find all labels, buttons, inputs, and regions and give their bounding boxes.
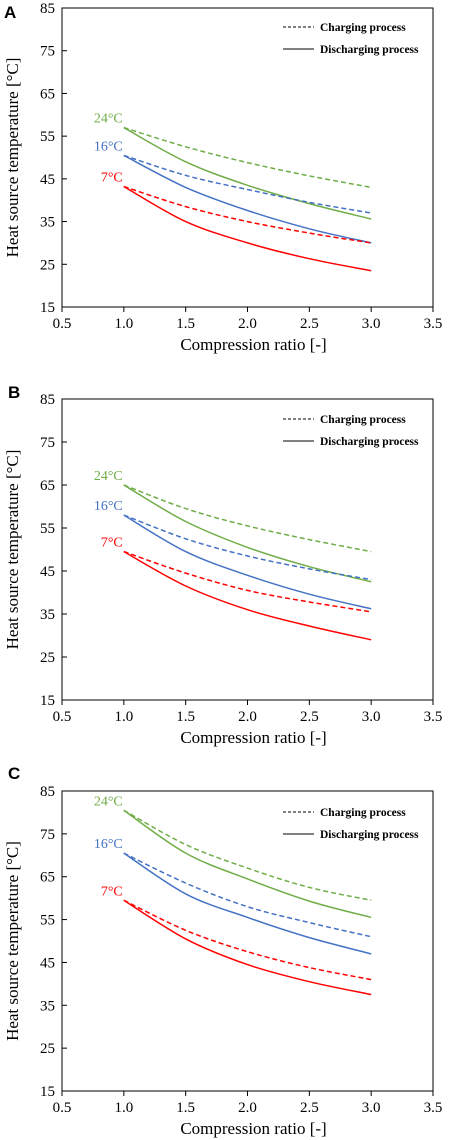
x-tick-label: 3.0 <box>362 1100 381 1116</box>
x-axis-title: Compression ratio [-] <box>180 335 326 354</box>
x-tick-label: 1.0 <box>114 316 133 332</box>
series-line-16c-discharging <box>123 852 372 955</box>
y-tick-label: 45 <box>40 564 55 580</box>
x-tick-label: 1.5 <box>176 709 195 725</box>
chart-panel-a: A 15 25 35 45 55 65 75 85 0.5 1.0 1.5 2.0 2.5 3.0 3.5 Co… <box>3 1 442 354</box>
y-tick-label: 35 <box>40 998 55 1014</box>
series-line-16c-discharging <box>123 514 372 610</box>
legend-label: Discharging process <box>320 44 419 56</box>
series-line-24c-discharging <box>123 484 372 583</box>
x-tick-label: 3.5 <box>424 316 443 332</box>
series-label: 16°C <box>94 837 123 852</box>
y-tick-label: 15 <box>40 693 55 709</box>
x-tick-label: 1.5 <box>176 316 195 332</box>
series-line-7c-discharging <box>123 185 372 272</box>
legend-label: Discharging process <box>320 829 419 841</box>
series-label: 7°C <box>101 884 123 899</box>
series-line-7c-charging <box>123 899 372 981</box>
x-tick-label: 2.5 <box>300 709 319 725</box>
y-tick-label: 85 <box>40 1 55 17</box>
legend: Charging process Discharging process <box>283 414 419 448</box>
series-line-7c-charging <box>123 550 372 613</box>
series-line-24c-discharging <box>123 809 372 919</box>
series-line-24c-discharging <box>123 126 372 220</box>
series-line-16c-discharging <box>123 154 372 244</box>
x-tick-label: 1.0 <box>114 709 133 725</box>
series-line-16c-charging <box>123 852 372 938</box>
legend: Charging process Discharging process <box>283 807 419 841</box>
y-tick-label: 75 <box>40 827 55 843</box>
y-tick-label: 65 <box>40 870 55 886</box>
x-tick-label: 1.5 <box>176 1100 195 1116</box>
y-tick-label: 15 <box>40 300 55 316</box>
series-line-7c-charging <box>123 185 372 244</box>
legend-label: Discharging process <box>320 436 419 448</box>
x-axis-title: Compression ratio [-] <box>180 1119 326 1138</box>
x-tick-label: 2.0 <box>238 1100 257 1116</box>
panel-letter: B <box>8 383 20 402</box>
series-line-7c-discharging <box>123 899 372 996</box>
y-tick-label: 65 <box>40 86 55 102</box>
legend-label: Charging process <box>320 22 406 34</box>
x-tick-label: 2.0 <box>238 709 257 725</box>
y-tick-label: 25 <box>40 257 55 273</box>
y-axis-title: Heat source temperature [°C] <box>3 841 22 1041</box>
y-axis-title: Heat source temperature [°C] <box>3 58 22 258</box>
y-tick-label: 25 <box>40 1041 55 1057</box>
legend-label: Charging process <box>320 414 406 426</box>
series-label: 24°C <box>94 112 123 127</box>
x-tick-label: 3.0 <box>362 709 381 725</box>
series-line-24c-charging <box>123 809 372 902</box>
y-tick-label: 75 <box>40 44 55 60</box>
panel-letter: C <box>8 764 20 783</box>
series-label: 16°C <box>94 499 123 514</box>
y-tick-label: 25 <box>40 650 55 666</box>
y-tick-label: 75 <box>40 435 55 451</box>
series-label: 24°C <box>94 469 123 484</box>
series-label: 7°C <box>101 536 123 551</box>
x-tick-label: 2.5 <box>300 1100 319 1116</box>
x-tick-label: 2.5 <box>300 316 319 332</box>
y-tick-label: 55 <box>40 913 55 929</box>
x-tick-label: 3.0 <box>362 316 381 332</box>
y-tick-label: 55 <box>40 521 55 537</box>
x-tick-label: 1.0 <box>114 1100 133 1116</box>
series-label: 7°C <box>101 171 123 186</box>
y-tick-label: 55 <box>40 129 55 145</box>
y-axis-title: Heat source temperature [°C] <box>3 450 22 650</box>
series-label: 16°C <box>94 139 123 154</box>
y-tick-label: 15 <box>40 1084 55 1100</box>
x-tick-label: 0.5 <box>53 316 72 332</box>
chart-panel-b: B 15 25 35 45 55 65 75 85 0.5 1.0 1.5 2.0 2.5 3.0 3.5 Co… <box>3 383 442 747</box>
y-tick-label: 85 <box>40 784 55 800</box>
x-tick-label: 3.5 <box>424 1100 443 1116</box>
x-axis-title: Compression ratio [-] <box>180 728 326 747</box>
x-tick-label: 0.5 <box>53 1100 72 1116</box>
chart-panel-c: C 15 25 35 45 55 65 75 85 0.5 1.0 1.5 2.0 2.5 3.0 3.5 Co… <box>3 764 442 1138</box>
series-line-16c-charging <box>123 514 372 581</box>
x-tick-label: 0.5 <box>53 709 72 725</box>
x-tick-label: 2.0 <box>238 316 257 332</box>
y-tick-label: 85 <box>40 392 55 408</box>
series-line-24c-charging <box>123 484 372 553</box>
legend-label: Charging process <box>320 807 406 819</box>
legend: Charging process Discharging process <box>283 22 419 56</box>
x-tick-label: 3.5 <box>424 709 443 725</box>
series-line-24c-charging <box>123 126 372 189</box>
y-tick-label: 45 <box>40 172 55 188</box>
panel-letter: A <box>4 3 16 22</box>
series-line-16c-charging <box>123 154 372 214</box>
y-tick-label: 65 <box>40 478 55 494</box>
y-tick-label: 35 <box>40 215 55 231</box>
series-line-7c-discharging <box>123 550 372 641</box>
y-tick-label: 35 <box>40 607 55 623</box>
series-label: 24°C <box>94 794 123 809</box>
y-tick-label: 45 <box>40 955 55 971</box>
